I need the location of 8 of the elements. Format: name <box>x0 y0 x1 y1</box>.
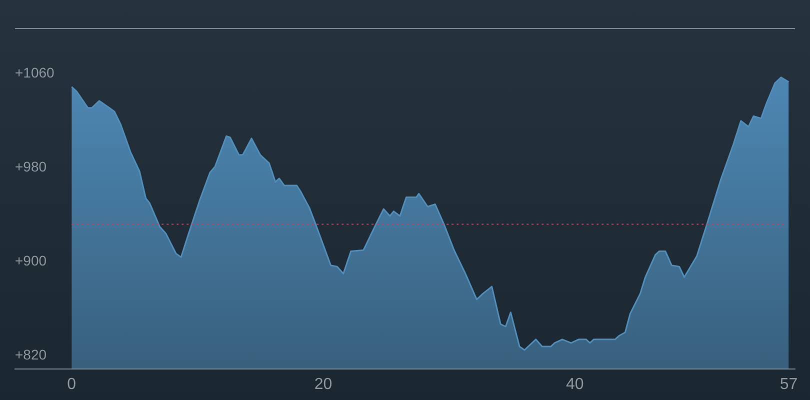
x-tick-label: 20 <box>314 376 332 393</box>
y-tick-label: +1060 <box>15 64 55 81</box>
x-tick-label: 40 <box>566 376 584 393</box>
y-tick-label: +820 <box>15 346 47 363</box>
x-tick-label: 0 <box>67 376 76 393</box>
y-tick-label: +900 <box>15 252 47 269</box>
x-tick-label: 57 <box>780 376 798 393</box>
y-tick-label: +980 <box>15 158 47 175</box>
